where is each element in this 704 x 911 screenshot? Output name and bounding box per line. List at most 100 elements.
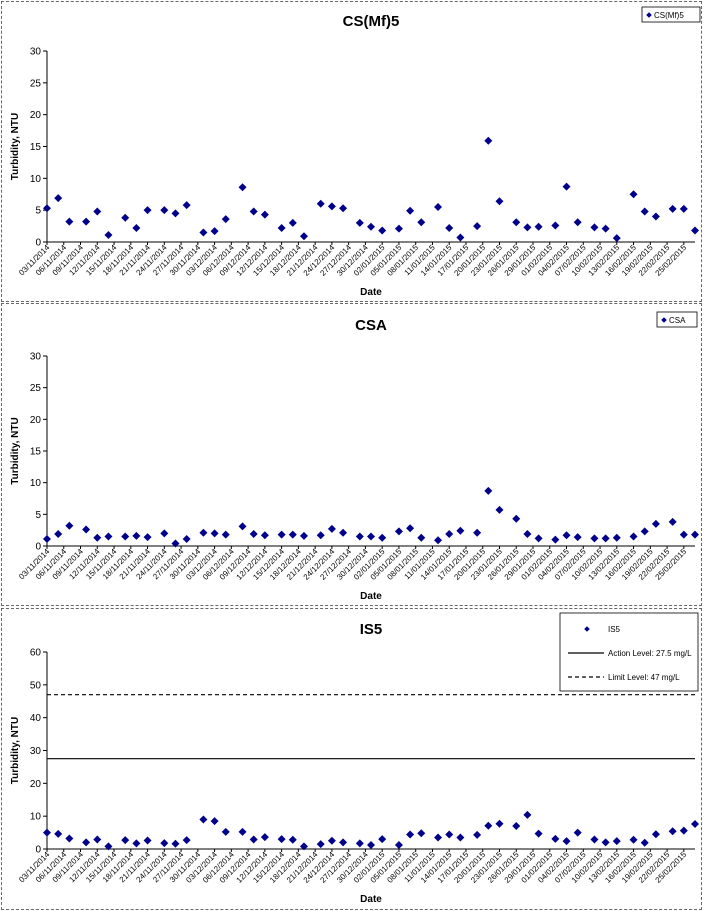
data-point	[288, 835, 297, 844]
data-point	[210, 817, 219, 826]
data-point	[679, 826, 688, 835]
data-point	[104, 532, 113, 541]
data-point	[299, 842, 308, 851]
data-point	[160, 529, 169, 538]
legend-label: Action Level: 27.5 mg/L	[608, 649, 692, 658]
data-point	[473, 830, 482, 839]
data-point	[171, 839, 180, 848]
data-point	[601, 838, 610, 847]
data-point	[199, 528, 208, 537]
data-point	[484, 486, 493, 495]
data-point	[573, 533, 582, 542]
y-axis-title: Turbidity, NTU	[10, 113, 21, 180]
data-point	[601, 534, 610, 543]
data-point	[495, 819, 504, 828]
data-point	[339, 838, 348, 847]
data-point	[143, 836, 152, 845]
data-point	[221, 530, 230, 539]
y-tick-label: 50	[30, 680, 42, 691]
data-point	[629, 532, 638, 541]
data-point	[160, 206, 169, 215]
data-point	[121, 836, 130, 845]
data-point	[182, 201, 191, 210]
legend-box	[559, 612, 699, 692]
y-tick-label: 30	[30, 352, 42, 363]
data-point	[54, 529, 63, 538]
chart-panel-cs-mf5: CS(Mf)5 0 5 10 15 20 25 30 Turbidity, NTU 03/11/2…	[1, 1, 702, 302]
data-point	[512, 514, 521, 523]
data-point	[327, 836, 336, 845]
y-tick-label: 0	[35, 542, 41, 553]
data-point	[339, 528, 348, 537]
y-tick-label: 10	[30, 174, 42, 185]
data-point	[182, 836, 191, 845]
data-point	[691, 530, 699, 539]
data-point	[277, 530, 286, 539]
data-point	[640, 527, 649, 536]
data-point	[534, 222, 543, 231]
data-point	[473, 528, 482, 537]
data-point	[104, 842, 113, 851]
chart-title: CSA	[355, 317, 387, 334]
data-point	[417, 218, 426, 227]
data-point	[551, 834, 560, 843]
data-point	[679, 204, 688, 213]
legend: CS(Mf)5	[641, 6, 701, 23]
y-tick-label: 25	[30, 78, 42, 89]
data-point	[406, 830, 415, 839]
data-point	[104, 230, 113, 239]
data-point	[612, 533, 621, 542]
data-point	[651, 212, 660, 221]
y-tick-label: 60	[30, 648, 42, 659]
data-point	[456, 526, 465, 535]
data-point	[434, 202, 443, 211]
data-point	[456, 833, 465, 842]
y-tick-label: 30	[30, 47, 42, 58]
data-point	[523, 529, 532, 538]
chart-panel-csa: CSA 0 5 10 15 20 25 30 Turbidity, NTU 03/11/2014 0…	[1, 303, 702, 606]
data-point	[249, 835, 258, 844]
y-tick-label: 0	[35, 845, 41, 856]
data-point	[523, 810, 532, 819]
data-point	[221, 827, 230, 836]
data-point	[612, 837, 621, 846]
chart-title: IS5	[360, 621, 383, 638]
data-point	[562, 837, 571, 846]
legend-marker	[584, 626, 590, 632]
data-point	[316, 531, 325, 540]
data-point	[573, 218, 582, 227]
data-point	[54, 829, 63, 838]
data-point	[82, 838, 91, 847]
data-point	[249, 207, 258, 216]
legend: CSA	[656, 311, 698, 328]
data-point	[629, 835, 638, 844]
data-point	[339, 204, 348, 213]
data-point	[238, 183, 247, 192]
data-point	[367, 532, 375, 541]
data-point	[288, 218, 297, 227]
data-point	[299, 232, 308, 241]
y-tick-label: 25	[30, 383, 42, 394]
data-point	[668, 204, 677, 213]
data-point	[93, 207, 102, 216]
legend-marker	[661, 317, 667, 323]
data-point	[668, 517, 677, 526]
data-point	[534, 534, 543, 543]
data-point	[601, 224, 610, 233]
legend-label: CSA	[669, 316, 686, 325]
data-point	[551, 221, 560, 230]
data-point	[691, 226, 699, 235]
data-point	[434, 833, 443, 842]
data-point	[640, 207, 649, 216]
data-point	[573, 828, 582, 837]
data-point	[260, 531, 269, 540]
data-point	[367, 841, 375, 850]
data-point	[551, 535, 560, 544]
data-point	[171, 539, 180, 548]
data-point	[562, 531, 571, 540]
data-point	[210, 529, 219, 538]
data-point	[238, 827, 247, 836]
